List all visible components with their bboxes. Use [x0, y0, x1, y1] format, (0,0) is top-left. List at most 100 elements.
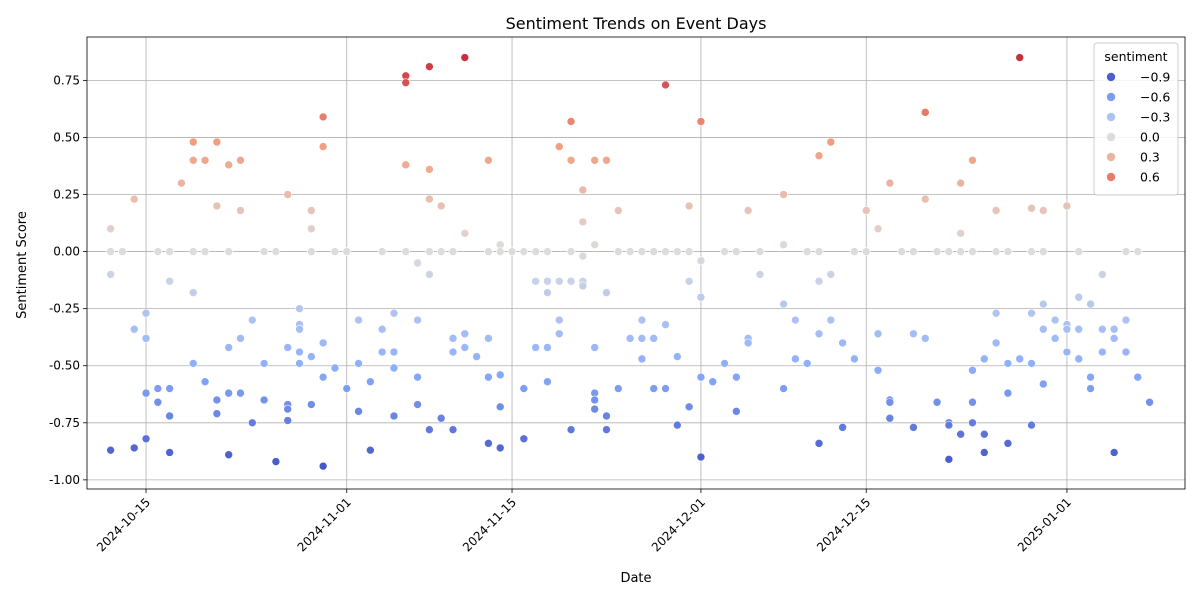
data-point [956, 178, 965, 188]
legend-label: −0.9 [1140, 70, 1170, 85]
data-point [484, 247, 493, 256]
data-point [1062, 347, 1072, 357]
data-point [1027, 420, 1036, 430]
data-point [247, 418, 257, 428]
data-point [1039, 247, 1048, 256]
y-tick-label: -0.50 [49, 359, 80, 373]
data-point [413, 372, 422, 382]
data-point [1050, 315, 1060, 325]
data-point [543, 343, 552, 352]
data-point [531, 343, 540, 352]
data-point [1074, 247, 1084, 256]
data-point [554, 276, 564, 286]
data-point [920, 108, 930, 117]
data-point [484, 334, 493, 343]
data-point [1074, 292, 1084, 302]
data-point [200, 155, 210, 165]
data-point [873, 224, 883, 234]
y-tick-label: -0.75 [49, 416, 80, 430]
data-point [696, 452, 706, 462]
data-point [295, 347, 304, 357]
data-point [743, 338, 753, 348]
data-point [1074, 354, 1084, 364]
data-point [318, 372, 328, 382]
data-point [318, 142, 328, 151]
data-point [283, 416, 293, 425]
data-point [885, 413, 895, 423]
data-point [283, 343, 293, 352]
data-point [873, 329, 883, 339]
data-point [1121, 247, 1131, 256]
data-point [472, 352, 481, 361]
data-point [909, 423, 918, 432]
data-point [129, 324, 139, 334]
data-point [826, 137, 836, 147]
data-point [1086, 372, 1095, 382]
legend-label: 0.6 [1140, 170, 1160, 185]
data-point [413, 258, 422, 268]
data-point [153, 397, 163, 407]
legend-label: 0.3 [1140, 150, 1160, 165]
data-point [1050, 334, 1060, 343]
data-point [436, 247, 446, 256]
data-point [566, 276, 576, 286]
data-point [732, 372, 741, 382]
data-point [1062, 201, 1072, 211]
data-point [436, 413, 446, 423]
data-point [236, 388, 245, 398]
data-point [318, 338, 328, 348]
data-point [295, 304, 304, 313]
data-point [165, 276, 174, 286]
data-point [188, 137, 198, 147]
data-point [425, 62, 434, 71]
data-point [543, 276, 552, 286]
data-point [354, 359, 363, 368]
data-point [850, 354, 859, 364]
data-point [141, 334, 151, 343]
plot-frame [86, 36, 1186, 490]
data-point [649, 384, 659, 393]
data-point [271, 457, 281, 466]
data-point [791, 354, 800, 364]
data-point [968, 155, 977, 165]
data-point [141, 388, 151, 398]
data-point [956, 247, 965, 256]
data-point [1074, 324, 1084, 334]
data-point [991, 247, 1001, 256]
legend-items: −0.9 −0.6 −0.3 0.0 0.3 0.6 [1106, 70, 1170, 185]
data-point [743, 206, 753, 215]
data-point [247, 315, 257, 325]
data-point [401, 160, 411, 170]
data-point [495, 247, 505, 256]
data-point [696, 117, 706, 126]
data-point [720, 359, 729, 368]
data-point [826, 315, 836, 325]
data-point [448, 347, 458, 357]
data-point [188, 288, 198, 297]
data-point [212, 409, 222, 418]
data-point [401, 247, 411, 256]
data-point [932, 397, 942, 407]
data-point [944, 455, 954, 464]
data-point [188, 155, 198, 165]
data-point [448, 425, 458, 434]
data-point [802, 247, 812, 256]
data-point [271, 247, 281, 256]
data-point [224, 343, 233, 352]
data-point [165, 247, 174, 256]
data-point [696, 372, 706, 382]
data-point [673, 420, 682, 430]
data-point [684, 247, 694, 256]
data-points [106, 53, 1154, 471]
data-point [366, 445, 375, 455]
data-point [909, 329, 918, 339]
data-point [968, 247, 977, 256]
data-point [779, 240, 788, 250]
data-point [212, 137, 222, 147]
data-point [1003, 247, 1013, 256]
data-point [1121, 347, 1131, 357]
data-point [448, 247, 458, 256]
data-point [566, 247, 576, 256]
data-point [732, 407, 741, 416]
data-point [460, 53, 470, 62]
